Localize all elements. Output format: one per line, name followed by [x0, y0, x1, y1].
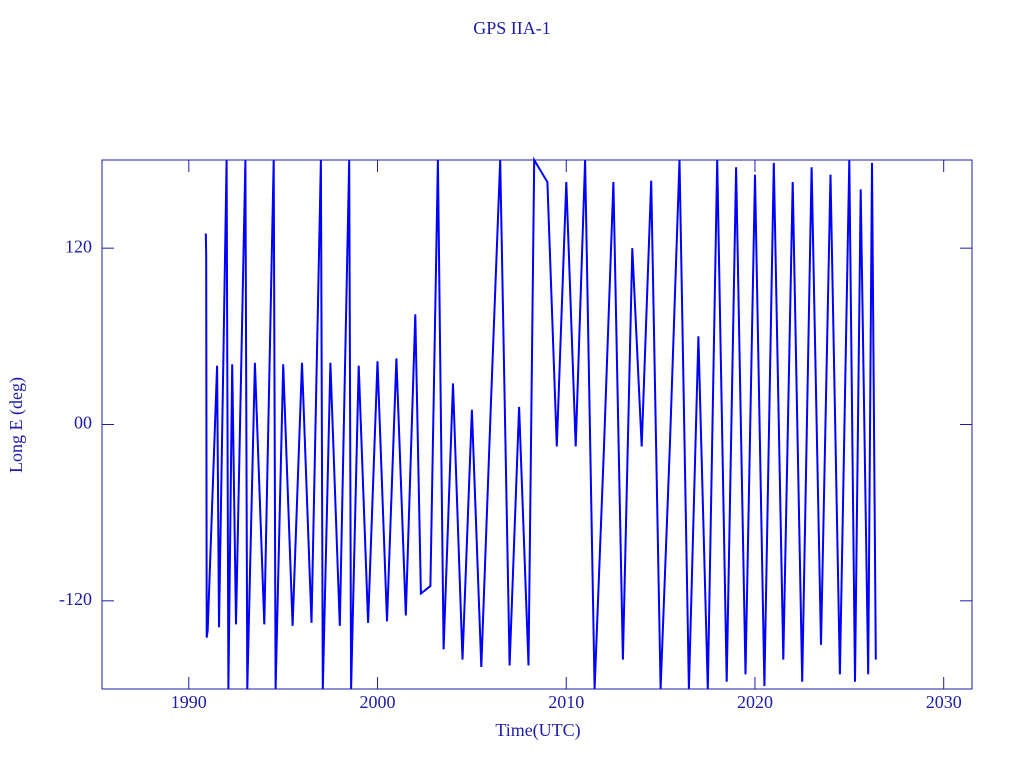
- x-tick-label: 1990: [171, 692, 207, 712]
- data-line: [204, 156, 877, 690]
- y-axis-label: Long E (deg): [6, 377, 27, 473]
- y-tick-label: 00: [74, 413, 92, 433]
- y-tick-label: 120: [65, 236, 92, 256]
- x-axis-label: Time(UTC): [495, 720, 580, 741]
- x-tick-label: 2000: [360, 692, 396, 712]
- x-tick-label: 2020: [737, 692, 773, 712]
- x-tick-label: 2010: [548, 692, 584, 712]
- y-tick-label: -120: [59, 589, 92, 609]
- chart-title: GPS IIA-1: [473, 18, 551, 38]
- x-tick-label: 2030: [926, 692, 962, 712]
